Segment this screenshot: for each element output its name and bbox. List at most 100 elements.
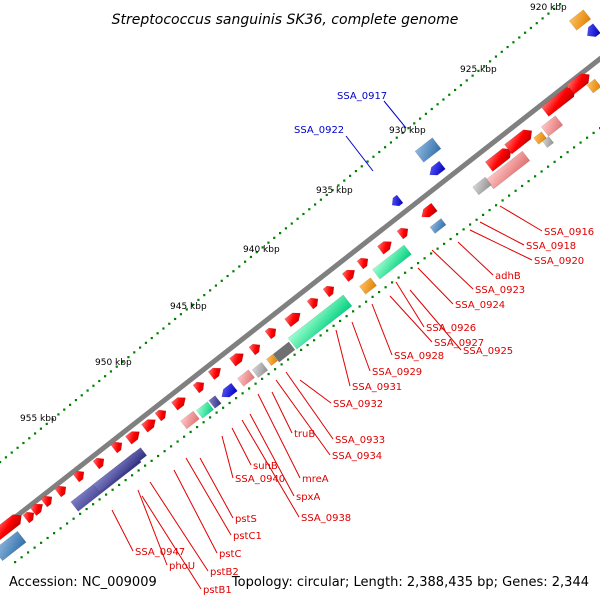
scale-dot-inner: [59, 527, 62, 530]
gene-label: suhB: [253, 461, 278, 472]
scale-dot-outer: [506, 45, 509, 49]
leader-line: [395, 281, 425, 328]
gene-label: phoU: [169, 561, 195, 572]
scale-dot-outer: [214, 284, 218, 287]
scale-dot-inner: [163, 450, 166, 453]
gene-feature: [229, 353, 244, 367]
scale-dot-outer: [249, 255, 253, 259]
scale-label: 940 kbp: [243, 245, 280, 255]
scale-dot-outer: [220, 279, 223, 282]
gene-feature: [485, 150, 531, 190]
gene-feature: [92, 447, 148, 493]
scale-dot-outer: [284, 227, 288, 230]
scale-dot-inner: [274, 368, 277, 371]
gene-feature: [208, 395, 222, 409]
gene-feature: [0, 530, 27, 562]
gene-label: SSA_0940: [235, 474, 285, 485]
accession-text: Accession: NC_009009: [9, 575, 157, 590]
scale-dot-inner: [319, 334, 322, 337]
scale-dot-inner: [534, 175, 537, 178]
scale-dot-inner: [98, 498, 101, 501]
scale-dot-outer: [343, 179, 346, 182]
scale-dot-inner: [345, 315, 348, 318]
scale-dot-inner: [118, 483, 121, 487]
scale-dot-outer: [559, 3, 562, 6]
scale-dot-inner: [384, 286, 387, 289]
scale-dot-outer: [16, 446, 19, 449]
scale-dot-inner: [72, 517, 75, 520]
leader-line: [111, 509, 134, 552]
leader-line: [149, 481, 209, 572]
gene-label: SSA_0933: [335, 435, 385, 446]
scale-dot-outer: [319, 198, 323, 201]
gene-label: pstC: [219, 549, 241, 560]
gene-feature: [429, 160, 446, 176]
map-title: Streptococcus sanguinis SK36, complete g…: [112, 12, 459, 28]
scale-dot-outer: [419, 117, 422, 120]
scale-dot-inner: [313, 339, 316, 342]
scale-dot-inner: [404, 271, 407, 274]
scale-dot-outer: [442, 98, 445, 101]
scale-dot-outer: [232, 270, 235, 273]
scale-dot-outer: [279, 232, 282, 235]
scale-dot-outer: [144, 341, 148, 344]
gene-feature: [110, 441, 123, 454]
scale-dot-outer: [168, 322, 171, 325]
gene-label: SSA_0929: [372, 367, 422, 378]
scale-dot-inner: [566, 151, 569, 154]
scale-dot-outer: [10, 451, 13, 454]
topology-text: Topology: circular; Length: 2,388,435 bp…: [231, 575, 589, 590]
genome-backbone: [0, 55, 600, 533]
scale-dot-inner: [456, 233, 459, 236]
leader-line: [417, 267, 454, 305]
gene-label: SSA_0924: [455, 300, 505, 311]
leader-line: [271, 391, 293, 434]
scale-dot-outer: [465, 79, 468, 82]
scale-dot-inner: [209, 416, 212, 419]
scale-dot-outer: [500, 50, 503, 53]
gene-label: SSA_0920: [534, 256, 584, 267]
scale-dot-outer: [203, 294, 206, 297]
gene-feature: [196, 401, 214, 419]
scale-dot-inner: [514, 189, 517, 192]
gene-label: pstB2: [210, 567, 239, 578]
scale-dot-inner: [85, 507, 88, 511]
scale-dot-outer: [378, 150, 381, 154]
scale-dot-inner: [586, 136, 589, 139]
scale-dot-outer: [325, 193, 328, 197]
scale-dot-outer: [156, 332, 159, 335]
scale-dot-outer: [454, 88, 457, 92]
scale-dot-inner: [352, 310, 355, 313]
scale-dot-inner: [488, 208, 491, 212]
gene-feature: [154, 409, 167, 422]
scale-dot-outer: [337, 184, 340, 187]
gene-label: spxA: [296, 492, 320, 503]
leader-line: [457, 241, 494, 276]
scale-dot-outer: [63, 408, 66, 411]
gene-feature: [251, 362, 269, 378]
scale-dot-inner: [495, 204, 498, 207]
scale-dot-inner: [378, 290, 381, 294]
scale-dot-inner: [66, 522, 69, 525]
scale-dot-inner: [248, 387, 251, 390]
scale-dot-inner: [131, 474, 134, 477]
scale-dot-inner: [326, 329, 329, 332]
gene-feature: [533, 131, 547, 145]
gene-feature: [586, 23, 600, 37]
scale-dot-inner: [20, 556, 23, 559]
scale-dot-outer: [302, 212, 305, 216]
gene-label: SSA_0927: [434, 338, 484, 349]
gene-feature: [180, 410, 200, 430]
scale-dot-outer: [360, 165, 363, 168]
gene-feature: [284, 312, 301, 328]
scale-dot-outer: [238, 265, 241, 268]
gene-feature: [248, 343, 261, 356]
scale-dot-inner: [482, 213, 485, 216]
scale-dot-outer: [366, 160, 369, 163]
scale-dot-inner: [261, 377, 264, 380]
scale-dot-outer: [354, 169, 358, 173]
gene-features: [0, 9, 600, 562]
gene-label: SSA_0938: [301, 513, 351, 524]
scale-dot-outer: [226, 274, 229, 278]
leader-line: [257, 393, 301, 479]
